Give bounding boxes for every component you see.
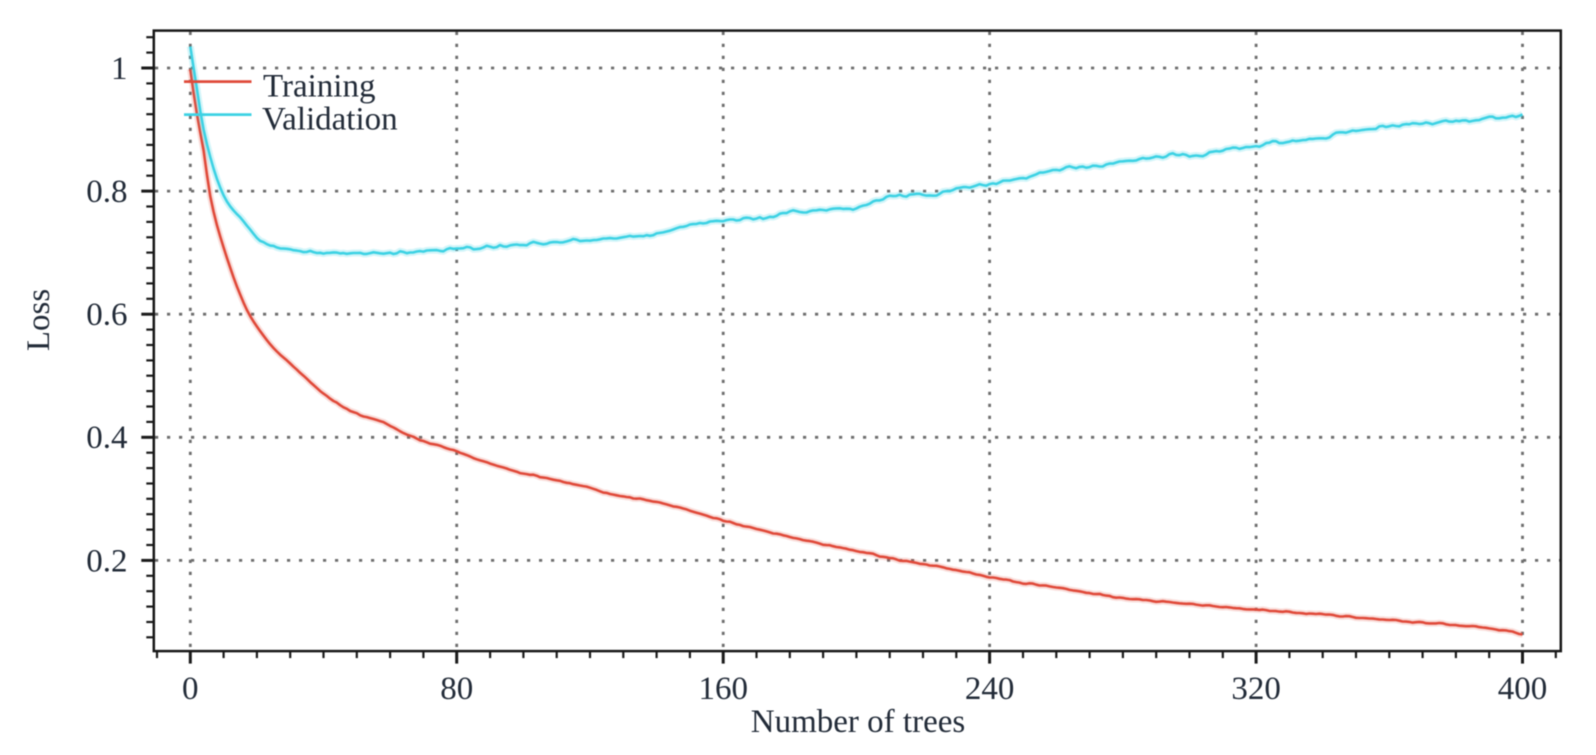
svg-text:1: 1 [111,51,128,87]
svg-text:0.6: 0.6 [86,297,127,333]
svg-text:320: 320 [1231,671,1281,707]
svg-text:240: 240 [965,671,1015,707]
svg-text:Number of trees: Number of trees [751,704,965,740]
svg-text:Loss: Loss [21,289,57,351]
svg-text:160: 160 [698,671,748,707]
svg-text:Validation: Validation [262,102,398,138]
svg-text:0.8: 0.8 [86,174,127,210]
svg-text:0.4: 0.4 [86,420,127,456]
svg-text:0.2: 0.2 [86,543,127,579]
svg-text:Training: Training [263,69,375,105]
svg-text:0: 0 [182,671,199,707]
svg-text:80: 80 [440,671,473,707]
svg-text:400: 400 [1498,671,1548,707]
